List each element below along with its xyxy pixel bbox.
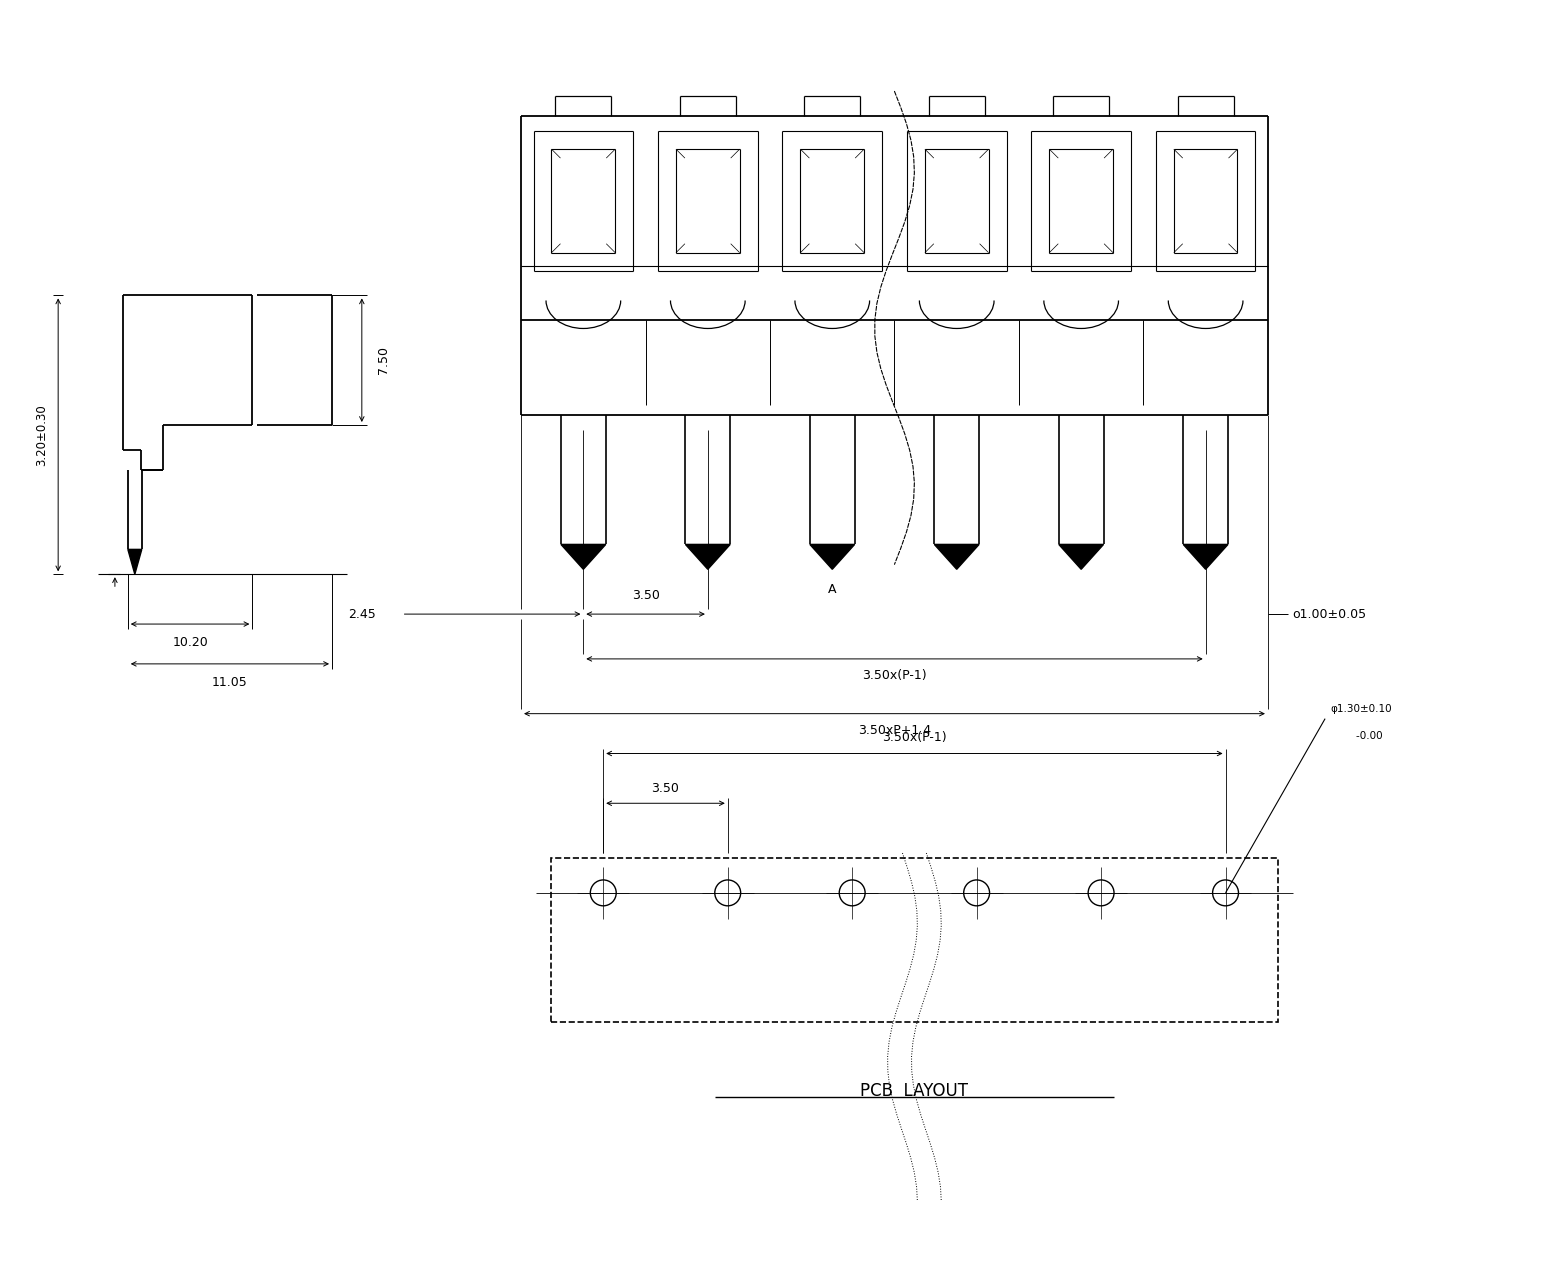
Text: 3.20±0.30: 3.20±0.30 — [36, 404, 48, 466]
Text: 2.45: 2.45 — [347, 608, 375, 620]
Polygon shape — [1059, 544, 1103, 569]
Polygon shape — [810, 544, 855, 569]
Polygon shape — [128, 549, 142, 575]
Polygon shape — [935, 544, 978, 569]
Text: -0.00: -0.00 — [1331, 730, 1382, 740]
Text: 11.05: 11.05 — [212, 675, 248, 689]
Polygon shape — [561, 544, 606, 569]
Text: 10.20: 10.20 — [173, 636, 207, 648]
Text: 3.50: 3.50 — [651, 782, 679, 795]
Text: 3.50x(P-1): 3.50x(P-1) — [882, 730, 947, 744]
Text: A: A — [827, 582, 837, 596]
Text: φ1.30±0.10: φ1.30±0.10 — [1331, 703, 1391, 713]
Polygon shape — [1183, 544, 1228, 569]
Text: 3.50xP+1.4: 3.50xP+1.4 — [858, 724, 932, 736]
Polygon shape — [686, 544, 731, 569]
Text: 3.50: 3.50 — [631, 589, 659, 603]
Text: 7.50: 7.50 — [377, 347, 390, 375]
Text: PCB  LAYOUT: PCB LAYOUT — [860, 1082, 969, 1099]
Text: o1.00±0.05: o1.00±0.05 — [1293, 608, 1366, 620]
Text: 3.50x(P-1): 3.50x(P-1) — [862, 669, 927, 682]
